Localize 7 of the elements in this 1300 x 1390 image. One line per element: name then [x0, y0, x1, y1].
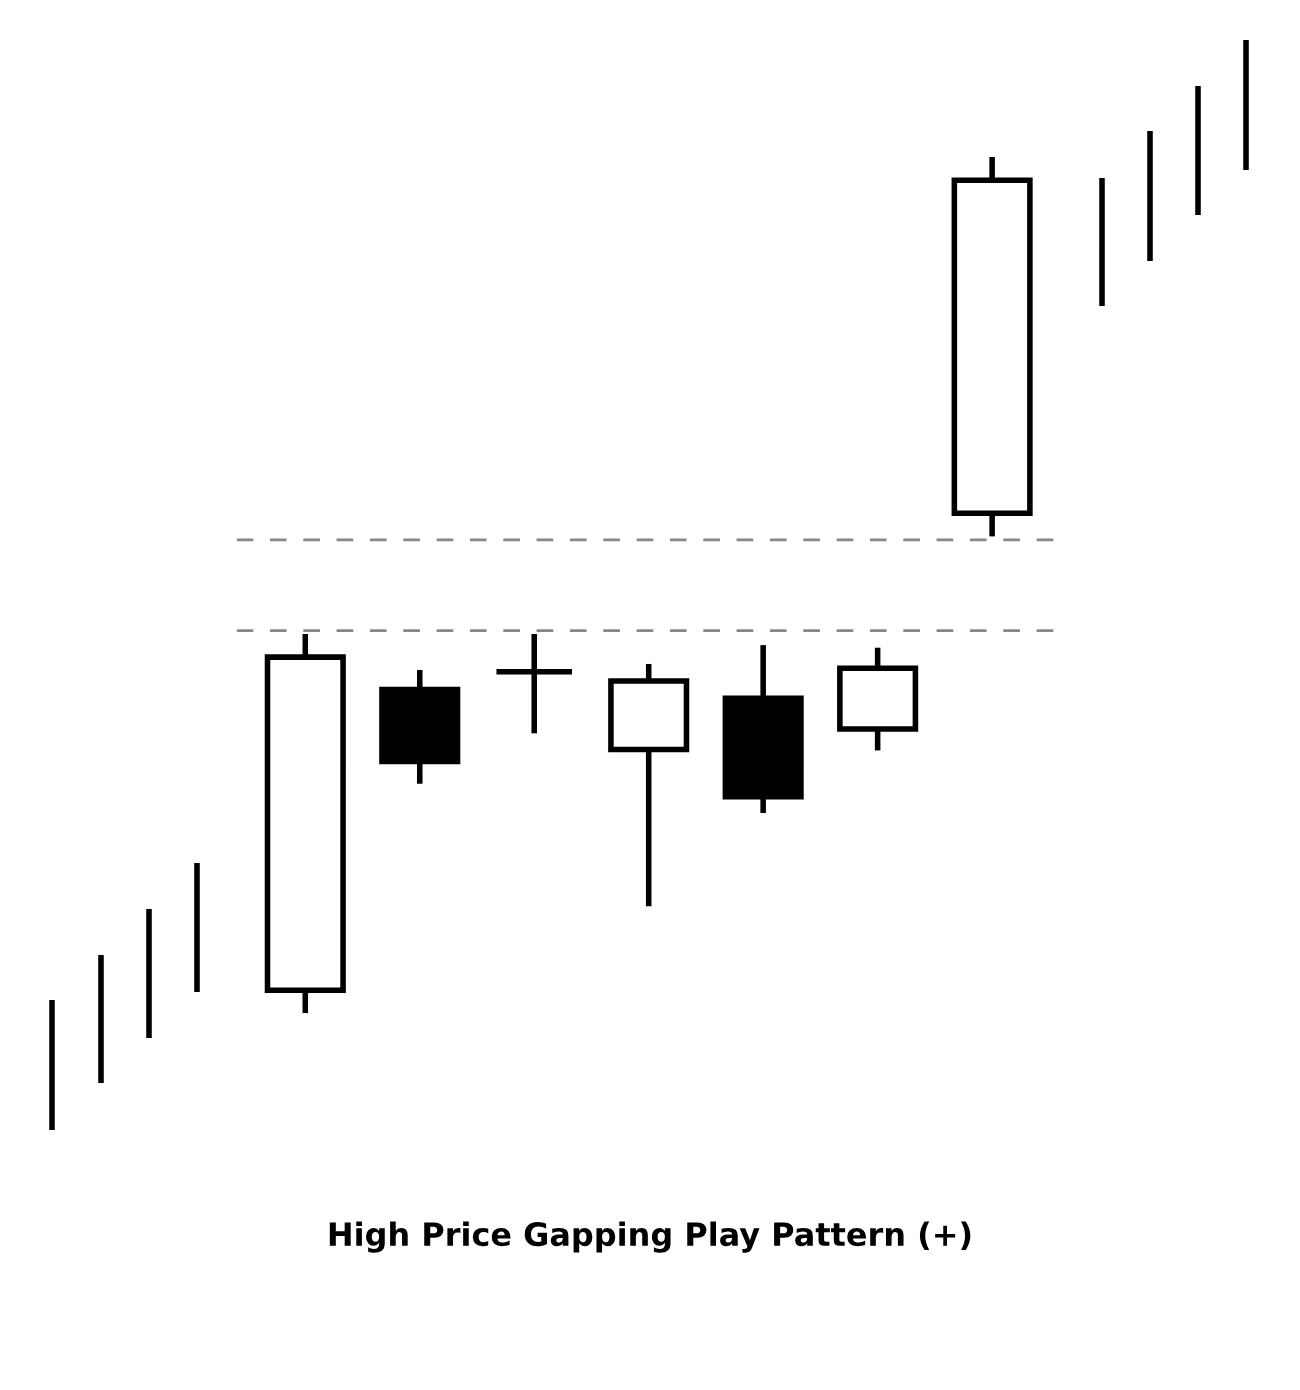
candlestick	[951, 157, 1033, 537]
candlestick	[379, 669, 461, 784]
candlestick	[264, 634, 346, 1014]
candlestick	[493, 634, 575, 734]
candlestick	[722, 645, 804, 813]
text: High Price Gapping Play Pattern (+)	[329, 1221, 971, 1253]
candlestick	[837, 647, 919, 751]
